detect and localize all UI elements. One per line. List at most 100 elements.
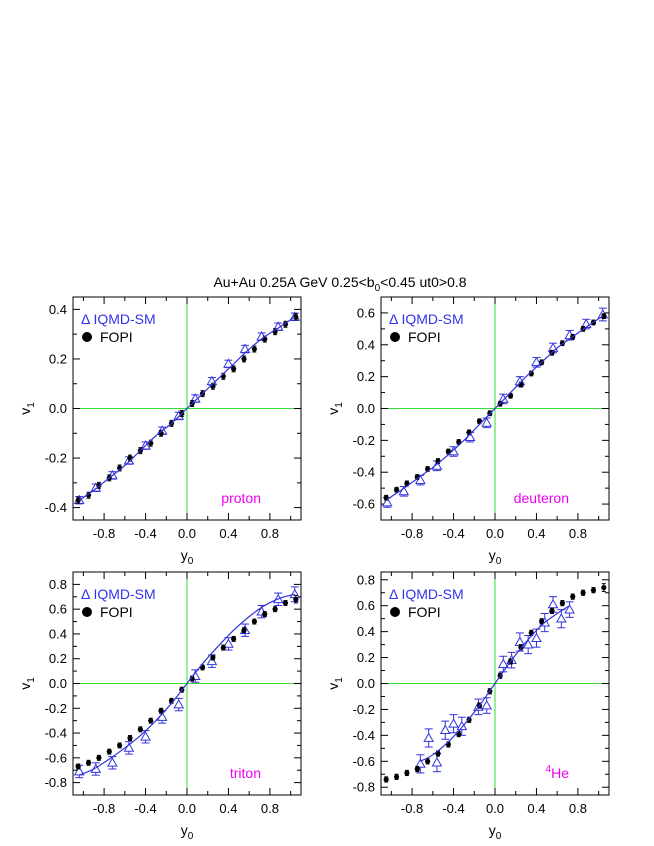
data-point — [148, 718, 154, 724]
model-point — [173, 699, 185, 709]
x-axis-label: y0 — [489, 822, 502, 842]
y-tick-label: 0.0 — [49, 676, 67, 691]
y-tick-label: 0.8 — [49, 577, 67, 592]
model-point — [381, 496, 393, 507]
data-point — [383, 776, 389, 783]
x-axis-label-main: y — [489, 822, 496, 838]
panel-deuteron: -0.8 -0.4 0.0 0.4 0.8 -0.6 -0.4 -0.2 0.0 0.2 0.4 0.… — [325, 296, 610, 567]
legend-entry-data: FOPI — [100, 329, 133, 345]
y-axis-label-sub: 1 — [334, 677, 345, 683]
y-tick-label: -0.4 — [45, 500, 67, 515]
legend: Δ IQMD-SM FOPI — [389, 586, 464, 620]
data-point — [393, 774, 400, 780]
x-axis-label-sub: 0 — [188, 831, 194, 842]
data-point — [241, 356, 247, 362]
y-axis-label-sub: 1 — [334, 402, 345, 408]
model-point — [398, 485, 410, 496]
y-tick-label: 0.0 — [49, 401, 67, 416]
legend-data-marker — [390, 332, 400, 342]
data-point — [85, 492, 92, 498]
model-point — [481, 417, 493, 427]
data-point — [231, 366, 237, 372]
data-point — [425, 758, 431, 764]
particle-label: proton — [221, 490, 261, 506]
data-point — [220, 644, 226, 651]
model-point — [481, 700, 493, 710]
y-tick-label: -0.4 — [45, 726, 67, 741]
data-point — [189, 675, 195, 682]
data-point — [85, 760, 92, 766]
legend: Δ IQMD-SM FOPI — [389, 311, 464, 345]
data-point — [293, 314, 299, 320]
x-tick-label: 0.0 — [486, 526, 504, 541]
data-point — [241, 627, 247, 633]
particle-label-main: He — [551, 765, 569, 781]
x-tick-label: -0.8 — [401, 801, 423, 816]
panels: -0.8 -0.4 0.0 0.4 0.8-0.4-0.20.00.20.4y0v1Δ … — [17, 296, 610, 842]
y-tick-label: -0.2 — [45, 701, 67, 716]
y-tick-label: -0.4 — [353, 728, 375, 743]
model-point — [564, 604, 575, 614]
y-tick-label: 0.2 — [357, 650, 375, 665]
data-point — [456, 439, 462, 445]
data-point — [272, 606, 278, 612]
data-point — [559, 600, 565, 606]
y-axis-label: v1 — [17, 677, 37, 690]
model-point — [140, 731, 151, 741]
x-tick-label: 0.4 — [527, 801, 545, 816]
model-point — [547, 598, 559, 609]
y-tick-label: 0.4 — [49, 302, 67, 317]
y-tick-label: 0.0 — [357, 401, 375, 416]
data-point — [539, 618, 545, 624]
model-point — [456, 720, 468, 731]
figure-title-rest: <0.45 ut0>0.8 — [380, 274, 467, 290]
model-point — [223, 358, 234, 368]
particle-label: 4He — [546, 764, 570, 781]
y-tick-label: -0.8 — [353, 780, 375, 795]
x-tick-label: -0.4 — [134, 526, 156, 541]
data-point — [158, 708, 164, 714]
x-tick-label: 0.8 — [261, 801, 279, 816]
data-point — [231, 636, 237, 642]
legend-entry-data: FOPI — [100, 604, 133, 620]
model-point — [555, 613, 567, 623]
y-tick-label: 0.2 — [49, 351, 67, 366]
x-axis-label-main: y — [489, 547, 496, 563]
data-point — [137, 726, 143, 732]
x-axis-label-sub: 0 — [188, 556, 194, 567]
x-tick-label: 0.8 — [569, 801, 587, 816]
legend-model-label: IQMD-SM — [401, 586, 463, 602]
data-point — [96, 755, 102, 761]
x-tick-label: 0.0 — [178, 526, 196, 541]
x-axis-label-sub: 0 — [496, 831, 502, 842]
y-axis-label: v1 — [17, 402, 37, 415]
x-tick-label: 0.4 — [219, 801, 237, 816]
data-point — [414, 766, 420, 772]
model-point — [415, 758, 426, 768]
data-point — [570, 594, 576, 600]
model-point — [531, 632, 542, 642]
model-point — [522, 639, 534, 649]
data-point — [117, 742, 123, 749]
figure-title-main: Au+Au 0.25A GeV 0.25<b — [213, 274, 374, 290]
legend-model-label: IQMD-SM — [93, 586, 155, 602]
y-tick-label: 0.6 — [357, 598, 375, 613]
x-tick-label: 0.0 — [178, 801, 196, 816]
model-point — [439, 724, 451, 735]
legend-model-symbol: Δ — [81, 311, 93, 327]
model-point — [497, 658, 509, 668]
particle-label: triton — [230, 765, 261, 781]
data-point — [601, 584, 607, 591]
model-point — [289, 588, 301, 599]
x-tick-label: 0.8 — [261, 526, 279, 541]
y-tick-label: 0.8 — [357, 572, 375, 587]
x-axis-label: y0 — [181, 547, 194, 567]
y-axis-label-main: v — [17, 408, 33, 415]
y-tick-label: -0.6 — [45, 750, 67, 765]
data-point — [466, 429, 472, 435]
y-tick-label: -0.8 — [45, 775, 67, 790]
x-tick-label: -0.4 — [442, 801, 464, 816]
y-tick-label: -0.6 — [353, 754, 375, 769]
panel-triton: -0.8 -0.4 0.0 0.4 0.8 -0.8 -0.6 -0.4 -0.2 0.0 0.2 0… — [17, 571, 302, 842]
